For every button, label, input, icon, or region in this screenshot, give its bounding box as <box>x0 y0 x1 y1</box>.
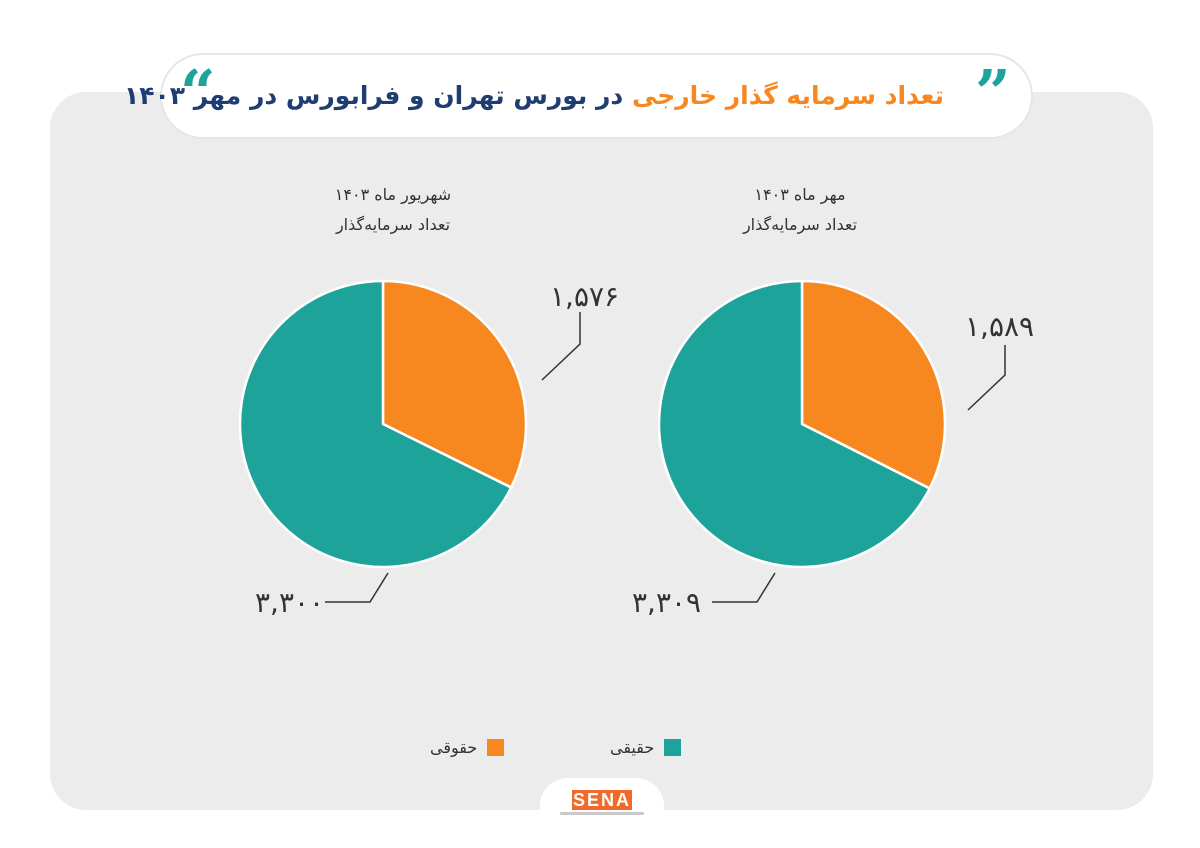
chart-2-data-label-1: ۱,۵۸۹ <box>965 310 1034 343</box>
chart-2-data-label-2: ۳,۳۰۹ <box>632 586 701 619</box>
chart-2-slice-hoghooghi <box>800 279 947 490</box>
sena-logo-text: SENA <box>571 790 632 810</box>
chart-1-data-label-2: ۳,۳۰۰ <box>255 586 324 619</box>
chart-1-subtitle-line1: شهریور ماه ۱۴۰۳ <box>334 185 452 204</box>
chart-panel <box>50 92 1153 810</box>
chart-1-slice-hoghooghi <box>381 279 528 489</box>
chart-2-slice-haghighi <box>657 279 931 569</box>
title-accent: تعداد سرمایه گذار خارجی <box>631 81 944 110</box>
chart-1-data-label-1: ۱,۵۷۶ <box>550 280 619 313</box>
chart-2-subtitle-line1: مهر ماه ۱۴۰۳ <box>754 185 846 204</box>
quote-marks-icon: ” <box>975 56 1011 129</box>
legend-label-haghighi: حقیقی <box>610 737 655 757</box>
chart-1-subtitle-line2: تعداد سرمایه‌گذار <box>335 215 451 234</box>
page-title: تعداد سرمایه گذار خارجی در بورس تهران و … <box>124 76 944 116</box>
chart-1-leader-line-2 <box>325 572 389 603</box>
chart-1-leader-line-1 <box>541 312 581 381</box>
chart-2-leader-line-2 <box>712 572 776 603</box>
chart-1-slice-haghighi <box>238 279 513 569</box>
title-main: در بورس تهران و فرابورس در مهر ۱۴۰۳ <box>123 81 624 110</box>
title-banner <box>160 53 1033 139</box>
chart-2-subtitle-line2: تعداد سرمایه‌گذار <box>742 215 858 234</box>
legend-swatch-hoghooghi <box>487 738 505 756</box>
legend-swatch-haghighi <box>664 738 682 756</box>
sena-logo-tagline <box>560 812 644 815</box>
chart-1-subtitle: شهریور ماه ۱۴۰۳ تعداد سرمایه‌گذار <box>283 180 503 240</box>
quote-marks-icon: “ <box>180 56 216 129</box>
legend-item-hoghooghi: حقوقی <box>430 736 505 758</box>
chart-2-subtitle: مهر ماه ۱۴۰۳ تعداد سرمایه‌گذار <box>690 180 910 240</box>
legend-label-hoghooghi: حقوقی <box>430 737 478 757</box>
chart-2-leader-line-1 <box>967 345 1006 411</box>
legend-item-haghighi: حقیقی <box>610 736 682 758</box>
